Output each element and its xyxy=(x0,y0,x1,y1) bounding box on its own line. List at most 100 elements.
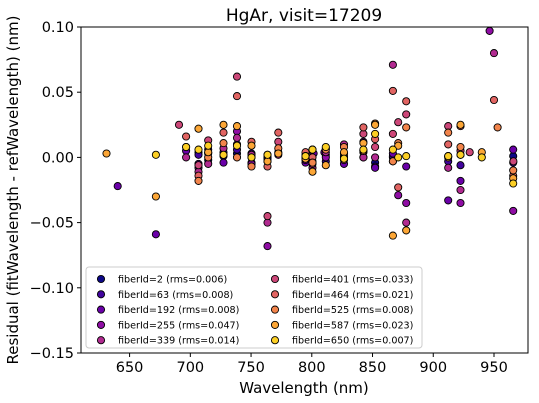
data-point xyxy=(308,167,317,176)
data-point xyxy=(194,124,203,133)
data-point xyxy=(263,242,272,251)
data-point xyxy=(509,206,518,215)
data-point xyxy=(493,123,502,132)
data-point xyxy=(174,120,184,129)
data-point xyxy=(219,158,228,167)
legend-label: fiberId=464 (rms=0.021) xyxy=(292,290,413,301)
data-point xyxy=(219,139,228,148)
data-point xyxy=(402,97,411,106)
x-tick-label: 750 xyxy=(237,360,265,376)
legend-label: fiberId=339 (rms=0.014) xyxy=(118,336,239,347)
data-point xyxy=(301,152,310,161)
x-tick-label: 650 xyxy=(116,360,144,376)
data-point xyxy=(232,133,242,142)
data-point xyxy=(339,154,349,163)
legend-label: fiberId=63 (rms=0.008) xyxy=(118,290,233,301)
data-point xyxy=(359,123,368,132)
data-point xyxy=(388,129,397,138)
data-point xyxy=(232,72,242,81)
data-point xyxy=(509,145,518,154)
data-point xyxy=(182,142,191,152)
data-point xyxy=(402,198,411,208)
legend-marker xyxy=(270,274,280,284)
y-tick-label: −0.10 xyxy=(30,281,74,297)
x-tick-label: 950 xyxy=(480,360,508,376)
legend-marker xyxy=(96,320,106,329)
data-point xyxy=(388,145,397,154)
data-point xyxy=(444,128,453,137)
data-point xyxy=(456,198,465,208)
data-point xyxy=(194,161,203,170)
data-point xyxy=(402,152,411,161)
data-point xyxy=(182,153,191,162)
data-point xyxy=(113,182,122,191)
data-point xyxy=(444,163,453,172)
data-point xyxy=(151,230,160,239)
data-point xyxy=(247,162,256,171)
data-point xyxy=(402,123,411,132)
data-point xyxy=(219,150,228,159)
legend-marker xyxy=(96,274,106,284)
legend-marker xyxy=(96,305,106,314)
legend-marker xyxy=(270,290,280,299)
data-point xyxy=(456,142,465,152)
data-point xyxy=(232,122,242,131)
data-point xyxy=(444,140,453,149)
data-point xyxy=(509,166,518,175)
y-tick-label: −0.05 xyxy=(30,216,74,232)
legend-label: fiberId=2 (rms=0.006) xyxy=(118,275,227,286)
data-point xyxy=(371,153,380,162)
data-point xyxy=(274,149,283,158)
x-axis: 650 700 750 800 850 900 950 xyxy=(116,353,508,376)
legend-marker xyxy=(96,336,106,345)
data-point xyxy=(456,185,465,195)
data-point xyxy=(444,152,453,161)
data-point xyxy=(151,192,160,201)
data-point xyxy=(394,141,403,150)
data-point xyxy=(388,231,397,240)
data-point xyxy=(359,145,368,154)
legend-marker xyxy=(270,305,280,314)
legend-marker xyxy=(270,320,280,329)
data-point xyxy=(394,183,403,192)
data-point xyxy=(194,145,203,154)
data-points xyxy=(102,26,518,251)
data-point xyxy=(456,161,465,170)
data-point xyxy=(371,142,380,152)
data-point xyxy=(308,145,317,154)
legend-label: fiberId=525 (rms=0.008) xyxy=(292,305,413,316)
legend-box xyxy=(85,266,423,349)
legend-label: fiberId=255 (rms=0.047) xyxy=(118,320,239,331)
data-point xyxy=(509,157,518,166)
y-axis: 0.10 0.05 0.00 −0.05 −0.10 −0.15 xyxy=(30,20,81,362)
legend: fiberId=2 (rms=0.006) fiberId=63 (rms=0.0… xyxy=(85,266,423,349)
y-tick-label: 0.05 xyxy=(42,85,74,101)
legend-marker xyxy=(96,290,106,299)
data-point xyxy=(388,60,397,69)
plot-frame xyxy=(80,26,529,354)
data-point xyxy=(509,179,518,188)
data-point xyxy=(194,176,203,185)
data-point xyxy=(263,212,272,221)
data-point xyxy=(308,158,317,167)
data-point xyxy=(489,49,499,58)
data-point xyxy=(182,132,191,141)
data-point xyxy=(219,120,228,129)
x-axis-label: Wavelength (nm) xyxy=(239,379,369,397)
data-point xyxy=(232,141,242,150)
legend-label: fiberId=650 (rms=0.007) xyxy=(292,336,413,347)
data-point xyxy=(485,26,494,35)
data-point xyxy=(247,153,256,162)
data-point xyxy=(204,141,213,150)
data-point xyxy=(102,149,111,158)
x-tick-label: 850 xyxy=(359,360,387,376)
y-axis-label: Residual (fitWavelength - refWavelength)… xyxy=(4,16,22,365)
data-point xyxy=(371,120,380,129)
legend-label: fiberId=587 (rms=0.023) xyxy=(292,320,413,331)
data-point xyxy=(477,153,486,162)
data-point xyxy=(394,191,403,200)
data-point xyxy=(232,92,242,101)
data-point xyxy=(394,153,403,162)
x-tick-label: 800 xyxy=(298,360,326,376)
